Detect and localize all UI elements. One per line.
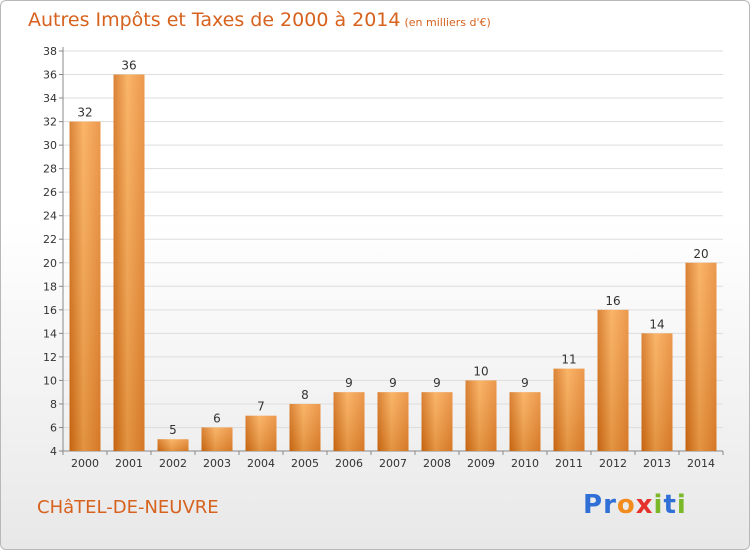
data-label: 32 — [77, 106, 92, 120]
y-tick-label: 6 — [50, 421, 57, 434]
y-tick-label: 4 — [50, 445, 57, 458]
x-tick-label: 2007 — [379, 457, 407, 470]
y-tick-label: 36 — [43, 69, 57, 82]
bar-shade — [245, 415, 277, 451]
y-tick-label: 24 — [43, 210, 57, 223]
data-label: 36 — [121, 59, 136, 73]
proxiti-logo: Proxiti — [583, 490, 687, 520]
logo-letter: r — [603, 490, 617, 520]
y-tick-label: 38 — [43, 45, 57, 58]
x-tick-label: 2001 — [115, 457, 143, 470]
y-tick-label: 22 — [43, 233, 57, 246]
logo-letter: i — [653, 490, 664, 520]
labels: 32 2000 36 2001 5 2002 6 2003 7 2004 8 2005 9 2006 9 20… — [71, 59, 715, 470]
data-label: 9 — [389, 376, 397, 390]
bar-shade — [333, 392, 365, 451]
chart-unit: (en milliers d'€) — [404, 16, 491, 29]
y-tick-label: 28 — [43, 163, 57, 176]
y-tick-label: 18 — [43, 280, 57, 293]
x-tick-label: 2000 — [71, 457, 99, 470]
logo-letter: x — [635, 490, 654, 520]
x-tick-label: 2013 — [643, 457, 671, 470]
bar-shade — [641, 333, 673, 451]
data-label: 9 — [433, 376, 441, 390]
x-tick-label: 2008 — [423, 457, 451, 470]
data-label: 9 — [345, 376, 353, 390]
bar-shade — [597, 309, 629, 451]
x-tick-label: 2002 — [159, 457, 187, 470]
y-tick-label: 26 — [43, 186, 57, 199]
town-name: CHâTEL-DE-NEUVRE — [37, 497, 219, 518]
data-label: 6 — [213, 411, 221, 425]
y-tick-label: 32 — [43, 116, 57, 129]
data-label: 5 — [169, 423, 177, 437]
chart-title-text: Autres Impôts et Taxes de 2000 à 2014 — [28, 9, 401, 31]
bar-shade — [289, 403, 321, 451]
x-tick-label: 2006 — [335, 457, 363, 470]
data-label: 9 — [521, 376, 529, 390]
bar-shade — [201, 427, 233, 451]
bar-shade — [421, 392, 453, 451]
y-tick-label: 20 — [43, 257, 57, 270]
y-tick-label: 30 — [43, 139, 57, 152]
x-tick-label: 2014 — [687, 457, 715, 470]
chart-title: Autres Impôts et Taxes de 2000 à 2014 (en… — [28, 9, 491, 31]
logo-letter: t — [663, 490, 677, 520]
y-tick-label: 8 — [50, 398, 57, 411]
x-tick-label: 2011 — [555, 457, 583, 470]
bar-shade — [377, 392, 409, 451]
data-label: 20 — [693, 247, 708, 261]
x-tick-label: 2010 — [511, 457, 539, 470]
data-label: 11 — [561, 353, 576, 367]
data-label: 14 — [649, 317, 664, 331]
y-tick-label: 14 — [43, 327, 57, 340]
x-tick-label: 2003 — [203, 457, 231, 470]
logo-letter: o — [616, 490, 636, 520]
logo-letter: P — [583, 490, 604, 520]
x-tick-label: 2004 — [247, 457, 275, 470]
bar-shade — [157, 439, 189, 451]
logo-letter: i — [676, 490, 687, 520]
bar-shade — [113, 74, 145, 451]
y-tick-label: 34 — [43, 92, 57, 105]
bar-shade — [685, 262, 717, 451]
bar-shade — [69, 121, 101, 452]
y-tick-label: 16 — [43, 304, 57, 317]
y-tick-label: 10 — [43, 374, 57, 387]
data-label: 8 — [301, 388, 309, 402]
bar-shade — [553, 368, 585, 451]
x-tick-label: 2005 — [291, 457, 319, 470]
bar-shade — [509, 392, 541, 451]
y-tick-label: 12 — [43, 351, 57, 364]
data-label: 10 — [473, 364, 488, 378]
bar-shade — [465, 380, 497, 451]
bars — [69, 74, 717, 452]
x-tick-label: 2009 — [467, 457, 495, 470]
data-label: 7 — [257, 400, 265, 414]
data-label: 16 — [605, 294, 620, 308]
x-tick-label: 2012 — [599, 457, 627, 470]
